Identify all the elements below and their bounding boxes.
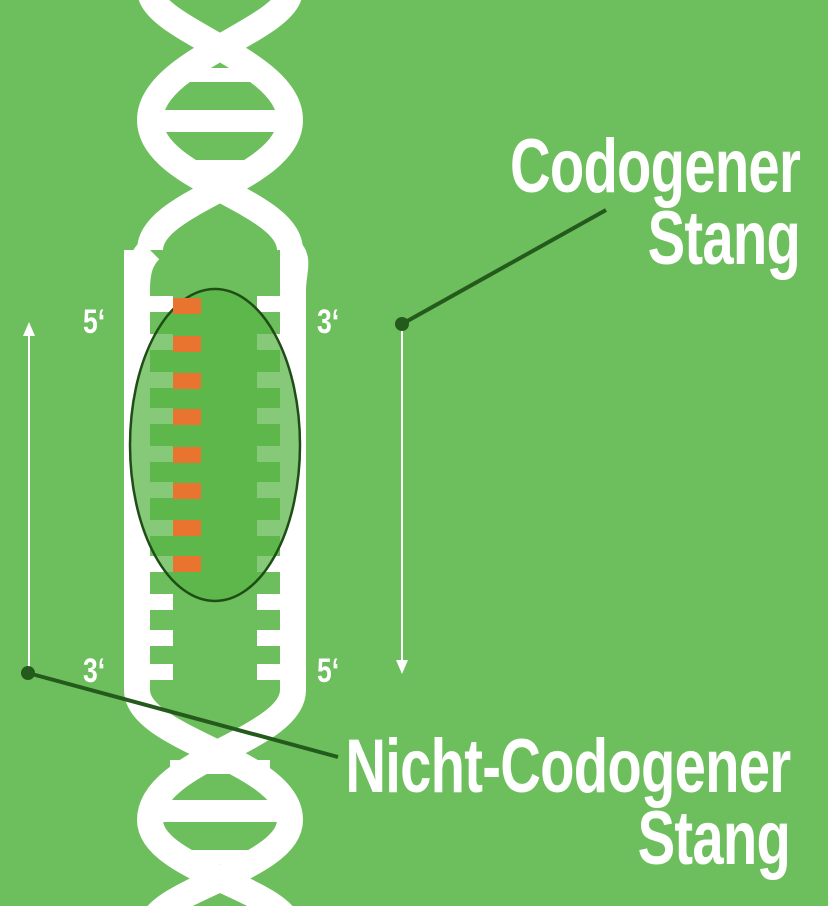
base-stub (148, 630, 173, 646)
base-stub (148, 296, 173, 312)
base-stub (257, 296, 282, 312)
rung (170, 850, 270, 864)
base-stub (257, 630, 282, 646)
pointer-lines (21, 208, 607, 759)
highlighted-base (173, 447, 201, 463)
transcription-bubble-highlight (128, 287, 302, 603)
highlighted-base (173, 409, 201, 425)
codogen-pointer-dot (395, 317, 409, 331)
dna-helix-icon (123, 0, 309, 906)
arrow-up-icon (23, 322, 35, 672)
highlighted-base (173, 336, 201, 352)
rung (170, 160, 270, 174)
right-bottom-end-label: 5‘ (317, 652, 340, 690)
codogen-strand-title-line1: Codogener (509, 124, 801, 209)
highlighted-base (173, 556, 201, 572)
noncodogen-pointer-dot (21, 666, 35, 680)
arrow-down-icon (396, 326, 408, 674)
highlighted-base (173, 373, 201, 389)
codogen-pointer-line (401, 208, 607, 326)
highlighted-bases (173, 298, 201, 572)
left-bottom-end-label: 3‘ (83, 652, 106, 690)
rung (150, 110, 290, 132)
noncodogen-strand-title-line2: Stang (637, 796, 790, 881)
rung (170, 760, 270, 774)
highlighted-base (173, 483, 201, 499)
highlighted-base (173, 298, 201, 314)
ladder-top-cap-left (124, 240, 160, 291)
right-top-end-label: 3‘ (317, 303, 340, 341)
ladder-top-cap-right (279, 240, 309, 291)
noncodogen-pointer-line (27, 671, 339, 759)
highlighted-base (173, 520, 201, 536)
base-stub (257, 664, 282, 680)
base-stub (257, 594, 282, 610)
rung (170, 68, 270, 82)
helix-strand-bottom-b (136, 687, 306, 906)
base-stub (148, 664, 173, 680)
rung (150, 800, 290, 822)
helix-strand-bottom-a (124, 687, 304, 906)
helix-rungs (150, 68, 290, 864)
base-stub (148, 594, 173, 610)
codogen-strand-title-line2: Stang (647, 196, 800, 281)
left-top-end-label: 5‘ (83, 303, 106, 341)
noncodogen-strand-title-line1: Nicht-Codogener (344, 724, 791, 809)
